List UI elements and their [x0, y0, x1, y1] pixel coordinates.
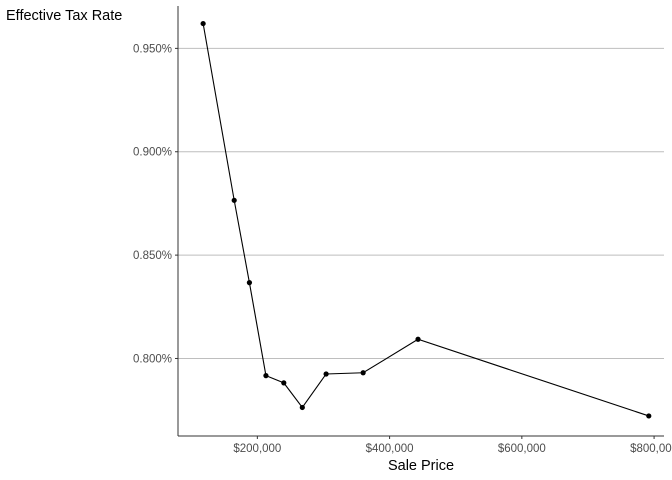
y-tick-label: 0.800%	[133, 353, 172, 365]
data-point	[323, 371, 329, 377]
gridlines	[178, 47, 664, 359]
x-tick-label: $400,000	[366, 443, 414, 455]
x-axis-title: Sale Price	[388, 458, 454, 474]
data-point	[360, 370, 366, 376]
x-tick-label: $800,000	[630, 443, 672, 455]
axes	[177, 6, 664, 437]
data-point	[281, 380, 287, 386]
x-tick-labels: $200,000 $400,000 $600,000 $800,000	[233, 436, 672, 455]
series-line	[202, 23, 649, 417]
x-tick-label: $600,000	[498, 443, 546, 455]
data-points	[200, 20, 652, 419]
y-tick-label: 0.850%	[133, 250, 172, 262]
y-tick-label: 0.900%	[133, 147, 172, 159]
data-point	[231, 197, 237, 203]
series-layer	[202, 23, 649, 417]
data-point	[646, 413, 652, 419]
x-tick-label: $200,000	[233, 443, 281, 455]
y-tick-label: 0.950%	[133, 43, 172, 55]
data-point	[263, 373, 269, 379]
data-point	[246, 280, 253, 286]
data-point	[200, 20, 206, 27]
y-tick-labels: 0.800% 0.850% 0.900% 0.950%	[133, 43, 178, 365]
data-point	[415, 336, 421, 342]
data-point	[299, 404, 305, 411]
y-axis-title: Effective Tax Rate	[6, 8, 122, 24]
